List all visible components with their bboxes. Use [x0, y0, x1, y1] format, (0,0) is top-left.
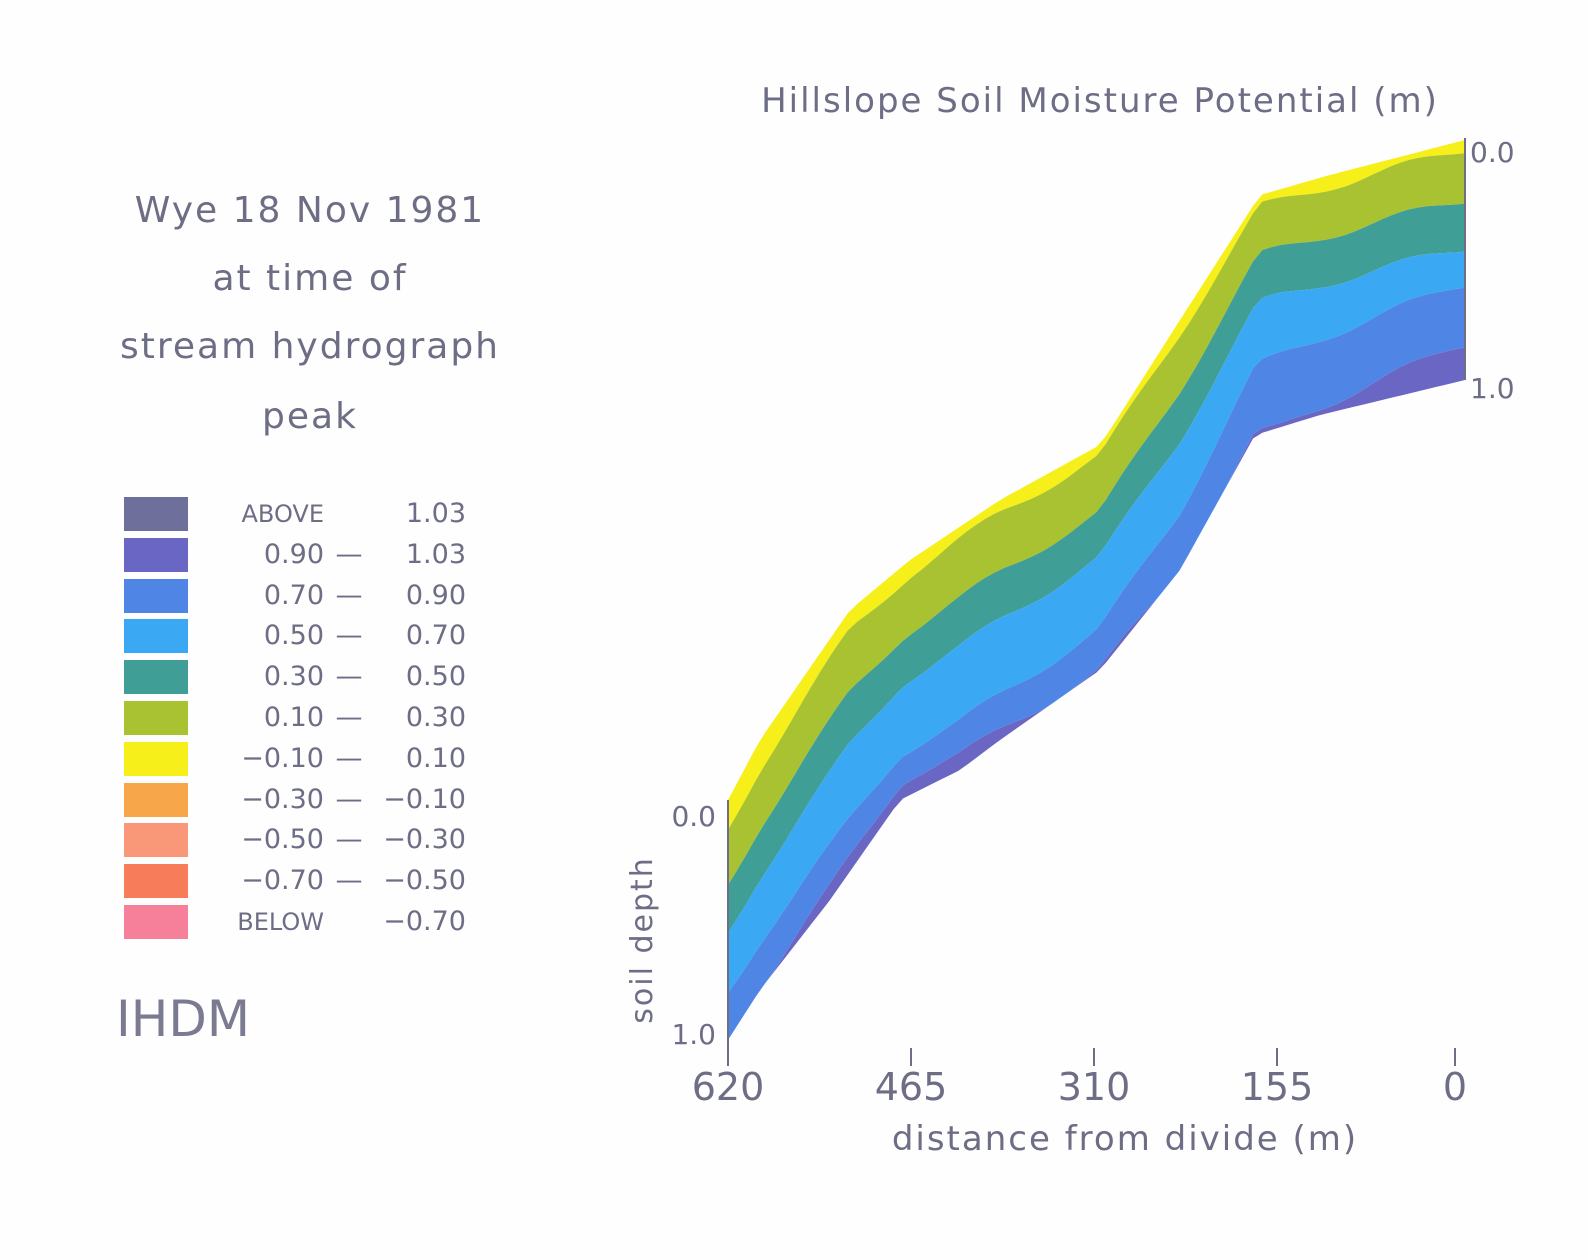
- legend-item: 0.90 — 1.03: [124, 537, 494, 572]
- legend-item: 0.30 — 0.50: [124, 660, 494, 695]
- legend-swatch: [124, 497, 188, 531]
- left-depth-tick-bottom: 1.0: [671, 1018, 716, 1051]
- legend-swatch: [124, 701, 188, 735]
- x-tick-label: 155: [1241, 1065, 1314, 1109]
- legend-high: −0.30: [383, 824, 466, 856]
- legend-low: 0.70: [263, 579, 324, 611]
- legend-low: −0.10: [241, 742, 324, 774]
- legend-swatch: [124, 660, 188, 695]
- left-depth-tick-top: 0.0: [671, 800, 716, 833]
- legend-item: 0.10 — 0.30: [124, 701, 494, 735]
- legend-high: 0.10: [405, 742, 466, 774]
- legend-item: 0.50 — 0.70: [124, 619, 494, 654]
- legend-item: BELOW −0.70: [124, 905, 494, 939]
- legend-separator: —: [335, 742, 363, 774]
- chart-title: Hillslope Soil Moisture Potential (m): [761, 81, 1439, 121]
- legend-separator: —: [335, 783, 363, 815]
- legend-low: 0.10: [263, 702, 324, 733]
- legend-separator: —: [335, 702, 363, 733]
- x-tick-label: 620: [692, 1065, 765, 1109]
- legend-swatch: [124, 537, 188, 572]
- legend-low: 0.30: [263, 661, 324, 693]
- legend-item: 0.70 — 0.90: [124, 578, 494, 613]
- legend-high: 0.70: [405, 620, 466, 652]
- contour-band: [728, 287, 1465, 1040]
- legend-low: BELOW: [237, 908, 324, 936]
- legend-swatch: [124, 578, 188, 613]
- legend-swatch: [124, 905, 188, 939]
- y-axis-label: soil depth: [625, 856, 660, 1024]
- legend-high: −0.10: [383, 783, 466, 815]
- legend-high: −0.50: [383, 865, 466, 897]
- legend-high: 1.03: [405, 538, 466, 570]
- legend-low: −0.30: [241, 783, 324, 815]
- legend-low: −0.50: [241, 824, 324, 856]
- legend-item: −0.10 — 0.10: [124, 741, 494, 776]
- ihdm-logo: IHDM: [116, 990, 250, 1048]
- caption-line-2: at time of: [212, 258, 408, 299]
- legend-low: −0.70: [241, 865, 324, 897]
- x-tick-label: 465: [875, 1065, 948, 1109]
- legend-separator: —: [335, 579, 363, 611]
- legend-low: ABOVE: [241, 500, 324, 528]
- legend-high: 0.30: [405, 702, 466, 733]
- legend-separator: —: [335, 865, 363, 897]
- legend-item: −0.70 — −0.50: [124, 864, 494, 899]
- legend-high: −0.70: [383, 906, 466, 937]
- legend-separator: —: [335, 661, 363, 693]
- caption-line-4: peak: [262, 396, 358, 437]
- x-tick-label: 310: [1058, 1065, 1131, 1109]
- x-axis-label: distance from divide (m): [892, 1119, 1358, 1159]
- legend-separator: —: [335, 620, 363, 652]
- right-depth-tick-bottom: 1.0: [1470, 372, 1515, 405]
- legend-item: −0.50 — −0.30: [124, 823, 494, 858]
- legend-item: ABOVE 1.03: [124, 497, 494, 531]
- right-depth-tick-top: 0.0: [1470, 136, 1515, 169]
- legend-high: 0.90: [405, 579, 466, 611]
- legend-high: 0.50: [405, 661, 466, 693]
- x-tick-label: 0: [1443, 1065, 1467, 1109]
- legend-low: 0.90: [263, 538, 324, 570]
- caption-line-3: stream hydrograph: [120, 326, 500, 367]
- legend-swatch: [124, 619, 188, 654]
- legend-item: −0.30 — −0.10: [124, 782, 494, 817]
- legend-swatch: [124, 864, 188, 899]
- legend-low: 0.50: [263, 620, 324, 652]
- legend-swatch: [124, 782, 188, 817]
- legend-swatch: [124, 741, 188, 776]
- caption-line-1: Wye 18 Nov 1981: [134, 190, 486, 231]
- contour-band: [728, 251, 1465, 994]
- legend-high: 1.03: [405, 498, 466, 529]
- legend-swatch: [124, 823, 188, 858]
- legend-separator: —: [335, 538, 363, 570]
- legend-separator: —: [335, 824, 363, 856]
